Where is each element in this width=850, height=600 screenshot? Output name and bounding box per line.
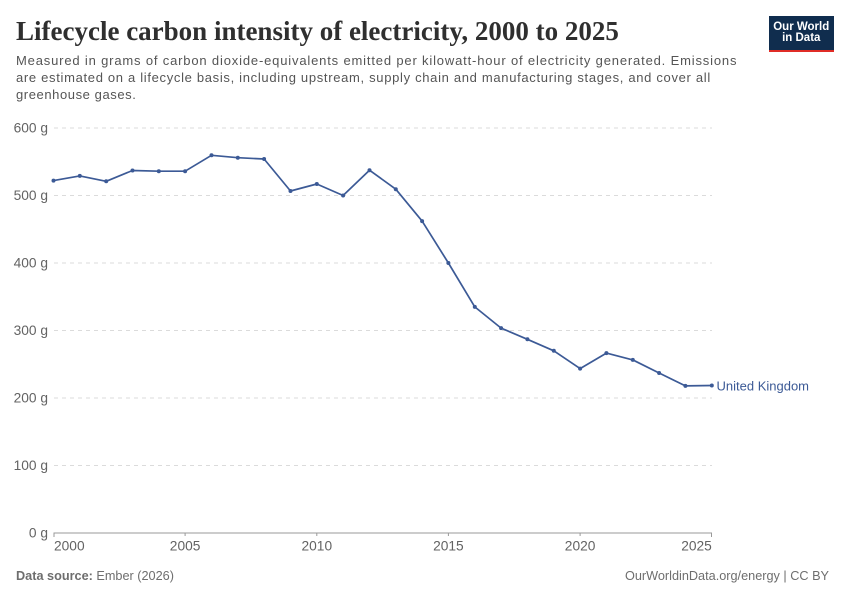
svg-text:600 g: 600 g xyxy=(14,121,48,136)
svg-text:2015: 2015 xyxy=(433,539,464,554)
svg-text:0 g: 0 g xyxy=(29,526,48,541)
svg-text:100 g: 100 g xyxy=(14,458,48,473)
svg-text:2000: 2000 xyxy=(54,539,85,554)
svg-text:United Kingdom: United Kingdom xyxy=(717,379,810,394)
svg-text:2005: 2005 xyxy=(170,539,201,554)
svg-text:2020: 2020 xyxy=(565,539,596,554)
svg-text:2010: 2010 xyxy=(302,539,333,554)
svg-text:200 g: 200 g xyxy=(14,391,48,406)
svg-text:500 g: 500 g xyxy=(14,188,48,203)
svg-text:2025: 2025 xyxy=(681,539,712,554)
svg-text:400 g: 400 g xyxy=(14,256,48,271)
svg-text:300 g: 300 g xyxy=(14,323,48,338)
